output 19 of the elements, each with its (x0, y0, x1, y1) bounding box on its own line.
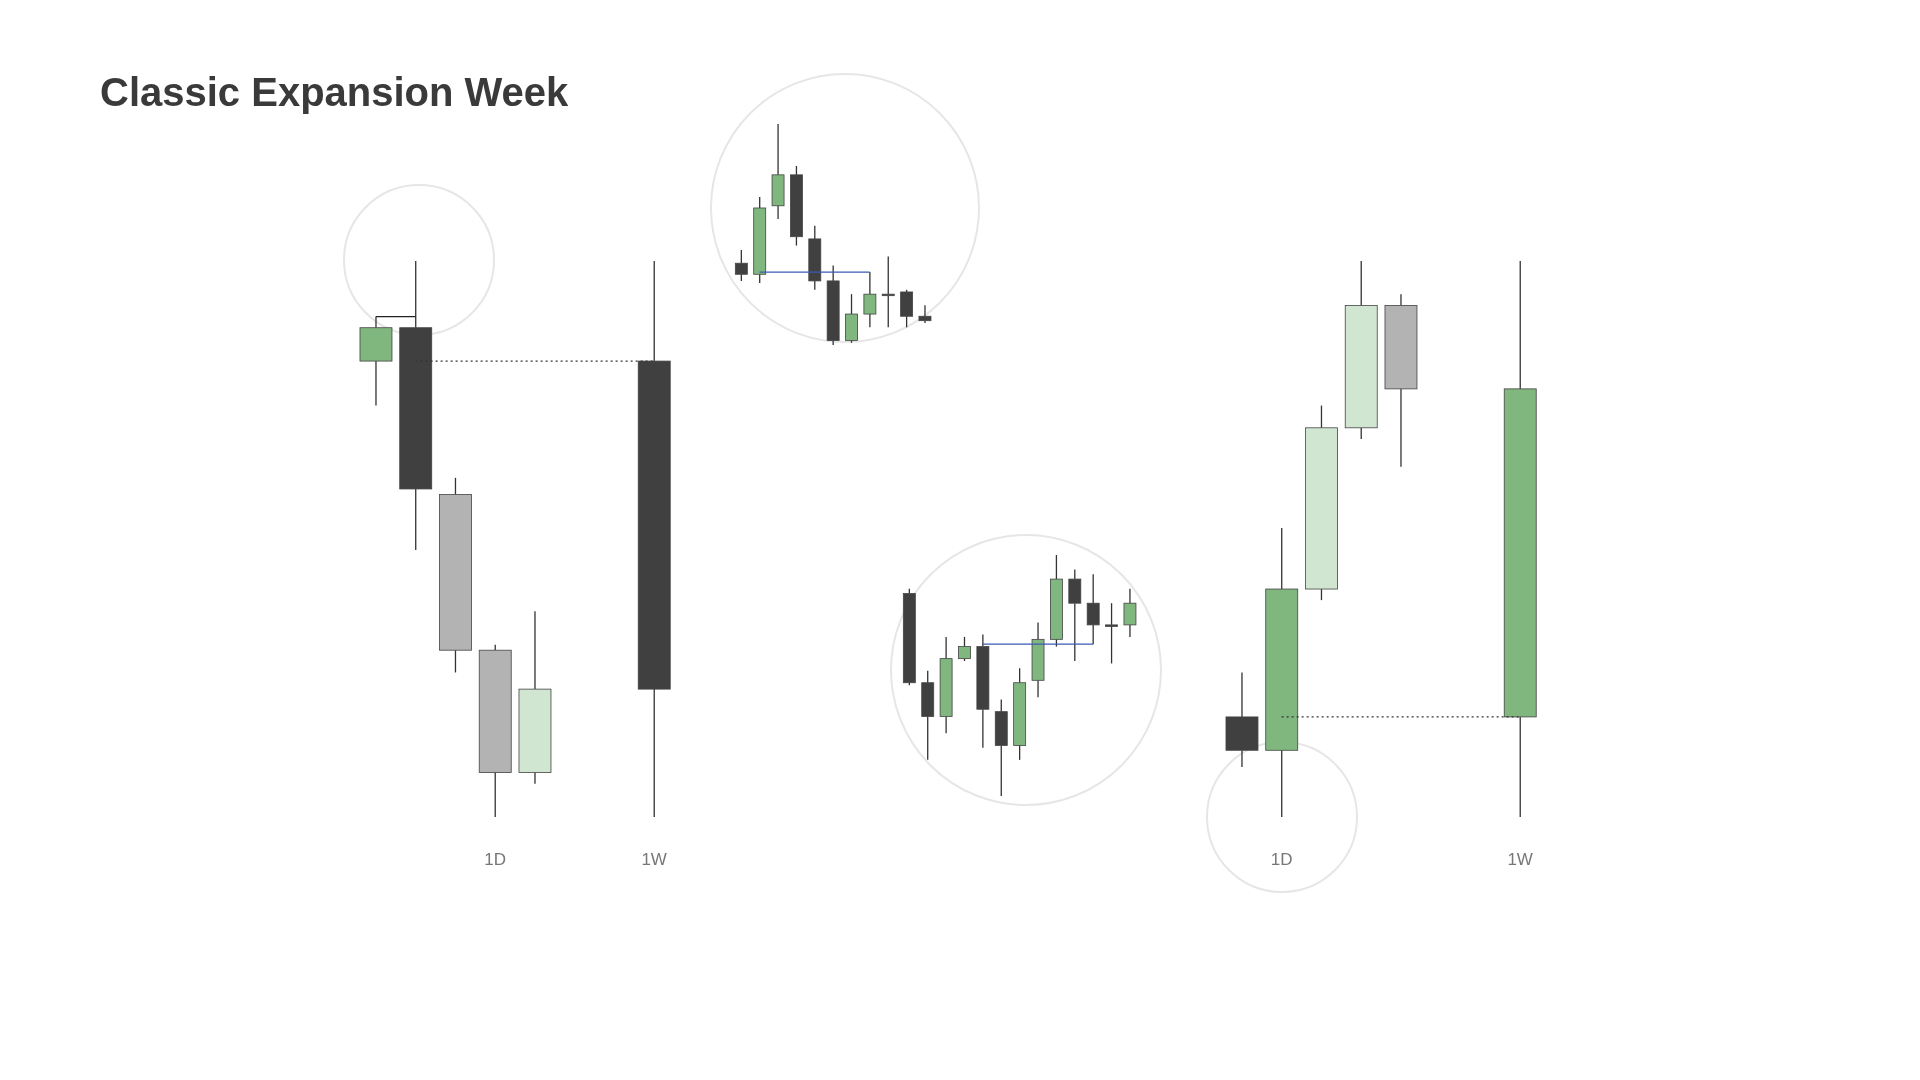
x-tick-label: 1W (641, 850, 667, 870)
candlestick (518, 610, 552, 785)
candlestick (1086, 573, 1100, 645)
candlestick (1105, 602, 1118, 665)
candlestick (1384, 293, 1418, 468)
candlestick (1123, 588, 1137, 638)
candlestick (939, 636, 953, 734)
x-tick-label: 1D (484, 850, 506, 870)
candlestick (918, 304, 932, 324)
candlestick (359, 315, 393, 407)
candlestick (771, 124, 785, 220)
x-tick-label: 1D (1270, 850, 1293, 870)
candlestick (863, 271, 877, 328)
x-tick-label: 1W (1507, 850, 1533, 870)
candlestick (1225, 671, 1259, 768)
candlestick (1031, 621, 1045, 698)
chart-title: Classic Expansion Week (100, 70, 569, 115)
candlestick (976, 633, 990, 749)
candlestick (881, 255, 895, 328)
